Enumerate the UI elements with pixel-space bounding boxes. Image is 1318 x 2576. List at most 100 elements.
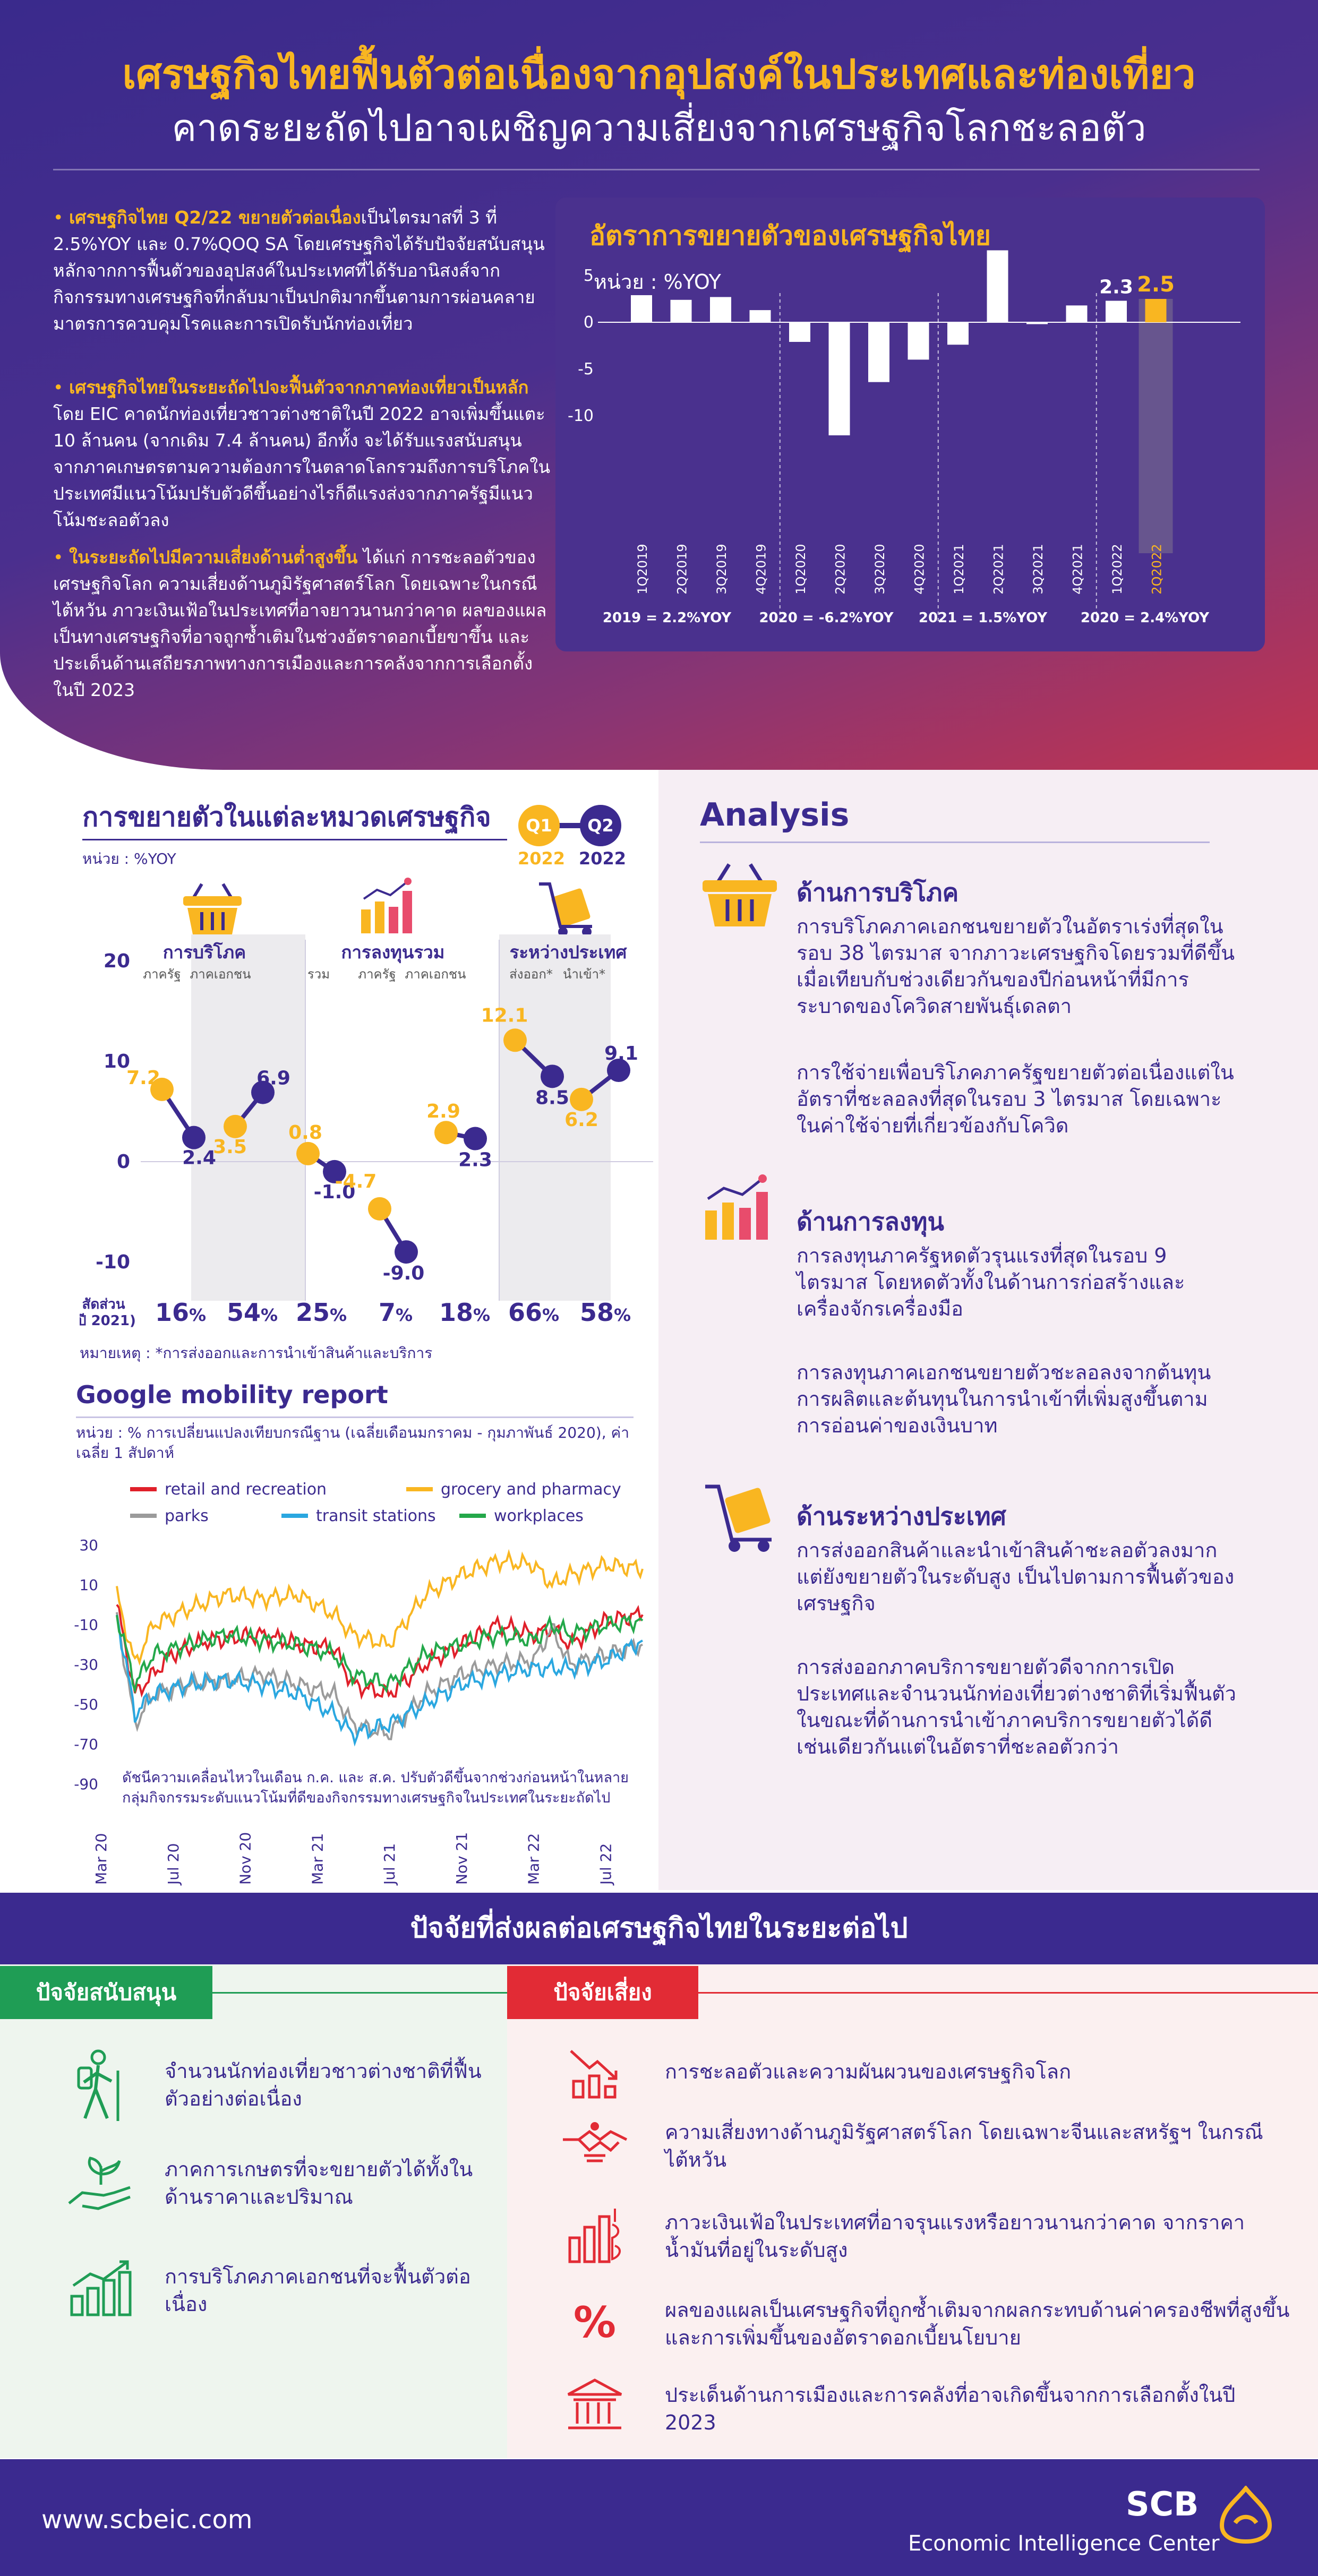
- q1-dot: [434, 1121, 458, 1145]
- x-tick-label: 2Q2021: [991, 544, 1006, 594]
- consumption-text-1: การบริโภคภาคเอกชนขยายตัวในอัตราเร่งที่สุ…: [797, 915, 1235, 1018]
- plant-hand-icon: [68, 2157, 131, 2210]
- international-heading: ด้านระหว่างประเทศ: [797, 1502, 1006, 1531]
- x-tick-label: 4Q2020: [912, 544, 927, 594]
- x-tick-label: 2Q2019: [675, 544, 690, 594]
- footer: [0, 2459, 1318, 2576]
- category-label: ภาคเอกชน: [405, 967, 466, 982]
- legend-label: parks: [165, 1507, 209, 1525]
- x-tick-label: 1Q2022: [1110, 544, 1125, 594]
- share-value: 66%: [508, 1298, 559, 1327]
- q1-value-label: 2.9: [426, 1101, 460, 1122]
- highlight-column: [1139, 299, 1173, 553]
- gdp-bar: [789, 322, 810, 342]
- category-label: นำเข้า*: [563, 967, 605, 982]
- gdp-bar: [1106, 300, 1127, 322]
- group-title: การบริโภค: [163, 942, 246, 963]
- factors-banner: [0, 1893, 1318, 1964]
- bar-chart-icon: [705, 1174, 768, 1240]
- risk-label: ปัจจัยเสี่ยง: [507, 1966, 698, 2019]
- scb-logo-icon: [1219, 2486, 1272, 2544]
- footer-brand: SCB: [1126, 2485, 1199, 2523]
- investment-text-1: การลงทุนภาครัฐหดตัวรุนแรงที่สุดในรอบ 9 ไ…: [797, 1244, 1185, 1320]
- y-tick-label: 10: [104, 1051, 130, 1072]
- shopping-basket-icon: [703, 863, 777, 926]
- government-building-icon: [567, 2378, 622, 2429]
- x-tick-label: Nov 20: [237, 1832, 254, 1885]
- risk-item-4: ผลของแผลเป็นเศรษฐกิจที่ถูกซ้ำเติมจากผลกร…: [665, 2298, 1290, 2349]
- y-tick-label: 0: [584, 313, 594, 332]
- share-label: สัดส่วน: [82, 1296, 125, 1312]
- category-label: ภาครัฐ: [143, 967, 181, 982]
- q1-dot: [503, 1028, 527, 1052]
- x-tick-label: 1Q2020: [793, 544, 808, 594]
- x-tick-label: 3Q2020: [872, 544, 887, 594]
- share-value: 16%: [155, 1298, 206, 1327]
- x-tick-label: Jul 21: [381, 1843, 398, 1886]
- series-line: [116, 1615, 643, 1747]
- share-unit: %: [473, 1305, 490, 1325]
- x-tick-label: Nov 21: [453, 1832, 470, 1885]
- summary-text: เป็นไตรมาสที่ 3 ที่ 2.5%YOY และ 0.7%QOQ …: [53, 207, 545, 334]
- y-tick-label: 10: [79, 1576, 98, 1594]
- economic-decline-icon: [570, 2050, 618, 2099]
- y-tick-label: -5: [578, 360, 594, 379]
- data-label: 2.3: [1099, 277, 1133, 298]
- y-tick-label: -10: [74, 1616, 98, 1634]
- analysis-panel: [658, 770, 1318, 1890]
- gdp-bar: [749, 310, 771, 322]
- sector-chart-title: การขยายตัวในแต่ละหมวดเศรษฐกิจ: [82, 802, 491, 832]
- share-unit: %: [261, 1305, 278, 1325]
- sector-chart-unit: หน่วย : %YOY: [82, 850, 176, 868]
- hiker-icon: [77, 2049, 119, 2121]
- footer-center-name: Economic Intelligence Center: [908, 2531, 1220, 2556]
- page-title: เศรษฐกิจไทยฟื้นตัวต่อเนื่องจากอุปสงค์ในป…: [122, 50, 1196, 98]
- q2-dot: [607, 1059, 630, 1083]
- conflict-handshake-icon: [563, 2122, 628, 2162]
- inflation-money-icon: [568, 2209, 621, 2263]
- percent-icon: %: [573, 2298, 617, 2347]
- q2-value-label: 6.9: [256, 1068, 290, 1089]
- y-tick-label: -10: [568, 407, 594, 425]
- risk-panel: [507, 1964, 1318, 2458]
- summary-paragraph-3: • ในระยะถัดไปมีความเสี่ยงด้านต่ำสูงขึ้น …: [53, 544, 552, 703]
- hand-truck-icon: [705, 1484, 772, 1552]
- footer-website-link[interactable]: www.scbeic.com: [41, 2505, 253, 2535]
- q1-value-label: 6.2: [564, 1109, 598, 1131]
- y-tick-label: 0: [117, 1151, 130, 1173]
- gdp-bar: [908, 322, 929, 360]
- y-tick-label: -30: [74, 1656, 98, 1673]
- support-divider: [212, 1992, 507, 1994]
- q2-dot: [541, 1064, 564, 1088]
- risk-item-3: ภาวะเงินเฟ้อในประเทศที่อาจรุนแรงหรือยาวน…: [665, 2211, 1245, 2262]
- international-text-1: การส่งออกสินค้าและนำเข้าสินค้าชะลอตัวลงม…: [797, 1539, 1235, 1615]
- q1-dot: [224, 1114, 247, 1138]
- share-unit: %: [614, 1305, 631, 1325]
- legend-label: transit stations: [316, 1507, 436, 1525]
- gdp-bar: [828, 322, 850, 435]
- investment-text-2: การลงทุนภาคเอกชนขยายตัวชะลอลงจากต้นทุนกา…: [797, 1361, 1211, 1437]
- summary-text: ได้แก่ การชะลอตัวของเศรษฐกิจโลก ความเสี่…: [53, 547, 547, 700]
- x-tick-label: 1Q2021: [952, 544, 966, 594]
- gdp-chart-unit: หน่วย : %YOY: [594, 270, 721, 294]
- q2-value-label: -1.0: [314, 1181, 356, 1203]
- consumption-icon: [183, 883, 242, 934]
- mobility-line-chart: retail and recreation grocery and pharmac…: [74, 1480, 644, 1886]
- mobility-divider: [76, 1416, 634, 1418]
- q2-value-label: 8.5: [535, 1087, 569, 1109]
- x-tick-label: 3Q2021: [1031, 544, 1046, 594]
- gdp-bar-chart: 5 0 -5 -10 1Q2019 2Q2019 3Q2019 4Q2019 1Q2020 2Q2…: [568, 250, 1240, 626]
- share-value: 18%: [439, 1298, 490, 1327]
- share-unit: %: [396, 1305, 413, 1325]
- q1-value-label: -4.7: [335, 1171, 377, 1192]
- sector-divider: [82, 839, 507, 840]
- y-tick-label: -50: [74, 1696, 98, 1713]
- share-value: 54%: [227, 1298, 278, 1327]
- gdp-bar: [987, 250, 1008, 322]
- q1-value-label: 7.2: [126, 1067, 160, 1089]
- international-shade: [499, 934, 611, 1301]
- factors-title: ปัจจัยที่ส่งผลต่อเศรษฐกิจไทยในระยะต่อไป: [410, 1912, 908, 1944]
- gdp-bar: [631, 295, 652, 322]
